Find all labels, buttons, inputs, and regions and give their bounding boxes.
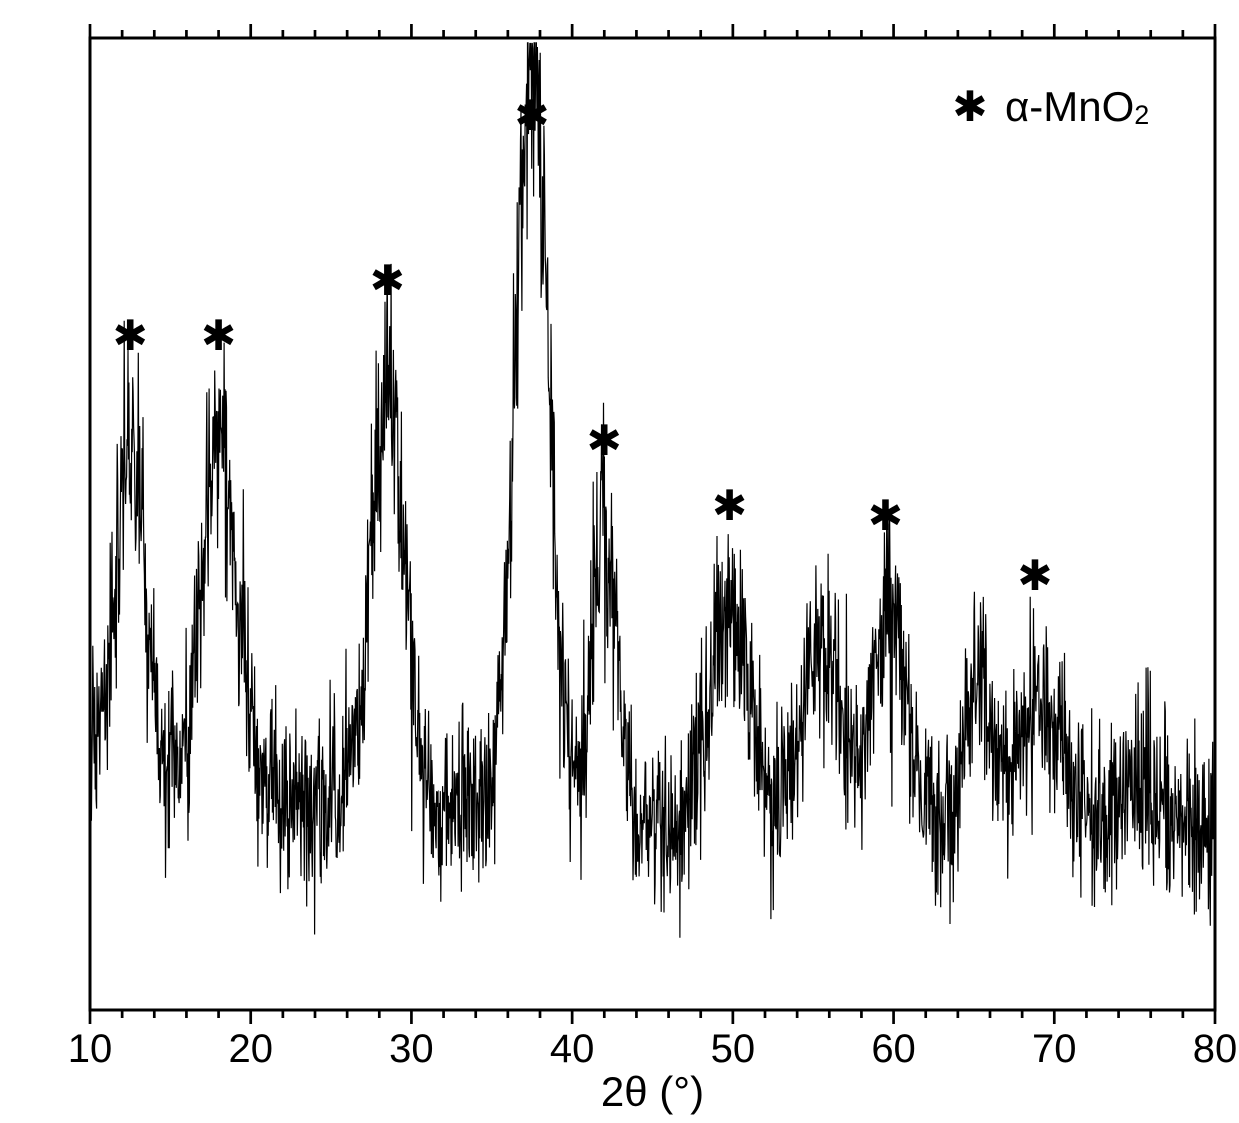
legend-label: α-MnO2	[1005, 83, 1149, 130]
peak-marker-icon: ✱	[587, 417, 622, 464]
x-tick-label: 40	[550, 1027, 595, 1071]
peak-marker-icon: ✱	[201, 312, 236, 359]
x-tick-label: 30	[389, 1027, 434, 1071]
x-tick-label: 20	[228, 1027, 273, 1071]
peak-marker-icon: ✱	[1017, 552, 1052, 599]
peak-marker-icon: ✱	[113, 312, 148, 359]
x-tick-label: 80	[1193, 1027, 1238, 1071]
peak-marker-icon: ✱	[514, 92, 549, 139]
x-tick-label: 60	[871, 1027, 916, 1071]
x-axis-label: 2θ (°)	[601, 1068, 704, 1115]
peak-marker-icon: ✱	[868, 492, 903, 539]
x-tick-label: 70	[1032, 1027, 1077, 1071]
peak-marker-icon: ✱	[370, 257, 405, 304]
x-tick-label: 10	[68, 1027, 113, 1071]
x-tick-label: 50	[711, 1027, 756, 1071]
xrd-trace	[90, 43, 1215, 938]
plot-frame	[90, 38, 1215, 1010]
peak-marker-icon: ✱	[712, 482, 747, 529]
xrd-chart: 10 20 30 40 50 60 70 80 2θ (°) ✱ ✱ ✱ ✱ ✱ ✱ ✱ ✱ ✱ α-MnO2	[0, 0, 1239, 1123]
legend-marker-icon: ✱	[952, 83, 987, 130]
